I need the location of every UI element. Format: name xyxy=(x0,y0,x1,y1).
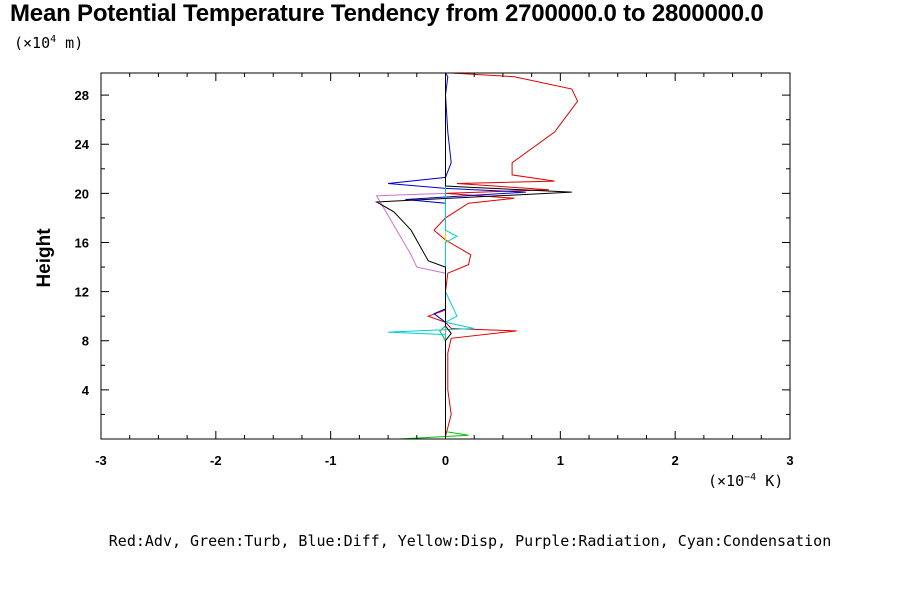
y-unit-prefix: (×10 xyxy=(14,34,51,52)
y-tick-label: 8 xyxy=(82,334,89,349)
series-line-diff xyxy=(388,72,526,439)
y-unit-suffix: m) xyxy=(56,34,84,52)
series-line-turb xyxy=(399,76,469,440)
x-axis-unit: (×10−4 K) xyxy=(708,472,783,490)
x-tick-label: 2 xyxy=(672,453,679,468)
y-tick-label: 16 xyxy=(75,235,89,250)
y-tick-label: 4 xyxy=(82,383,90,398)
y-tick-label: 28 xyxy=(75,88,89,103)
y-unit-exponent: 4 xyxy=(50,34,57,45)
series-line-adv xyxy=(426,72,579,437)
y-tick-label: 12 xyxy=(75,285,89,300)
series-line-total xyxy=(374,73,572,439)
x-tick-label: -2 xyxy=(210,453,222,468)
y-axis-unit: (×104 m) xyxy=(14,34,83,52)
x-unit-suffix: K) xyxy=(756,472,784,490)
y-axis-label: Height xyxy=(34,228,55,288)
x-tick-label: 3 xyxy=(786,453,793,468)
series-line-radiation xyxy=(375,73,446,439)
x-unit-prefix: (×10 xyxy=(708,472,745,490)
series-layer xyxy=(374,72,579,440)
x-unit-exponent: −4 xyxy=(744,472,757,483)
legend-text: Red:Adv, Green:Turb, Blue:Diff, Yellow:D… xyxy=(108,532,832,550)
x-tick-label: -3 xyxy=(95,453,107,468)
y-tick-label: 20 xyxy=(75,186,89,201)
y-tick-label: 24 xyxy=(75,137,90,152)
chart-title: Mean Potential Temperature Tendency from… xyxy=(10,0,764,27)
series-line-condensation xyxy=(388,73,475,439)
x-tick-label: -1 xyxy=(325,453,337,468)
x-tick-label: 1 xyxy=(557,453,564,468)
x-tick-label: 0 xyxy=(442,453,449,468)
